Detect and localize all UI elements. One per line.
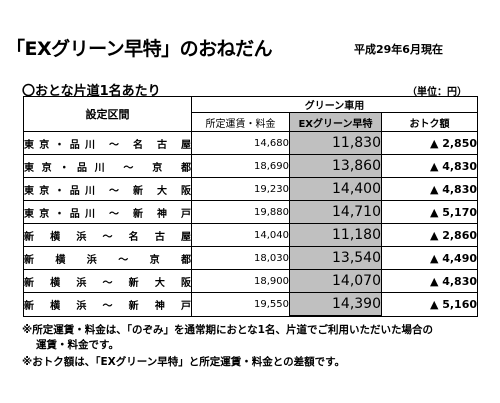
table-row: 新 横 浜 〜 新 神 戸 19,550 14,390 ▲ 5,160 [23, 292, 479, 317]
cell-section: 新 横 浜 〜 新 神 戸 [23, 292, 192, 317]
table-row: 東京・品川 〜 新 神 戸 19,880 14,710 ▲ 5,170 [23, 200, 479, 224]
page-title: 「EXグリーン早特」のおねだん [6, 38, 273, 60]
unit-label: （単位：円） [407, 87, 467, 98]
fare-table: 設定区間 グリーン車用 所定運賃・料金 EXグリーン早特 おトク額 東京・品川 … [23, 96, 479, 317]
header-section: 設定区間 [23, 96, 192, 132]
cell-savings: ▲ 4,830 [380, 154, 479, 178]
cell-savings: ▲ 5,170 [380, 200, 479, 224]
header-savings: おトク額 [380, 112, 479, 132]
note-savings-definition: ※おトク額は、「EXグリーン早特」と所定運賃・料金との差額です。 [22, 356, 346, 368]
cell-ex-green-fare: 14,710 [289, 200, 382, 224]
note-1-line-1: ※所定運賃・料金は、「のぞみ」を通常期におとな1名、片道でご利用いただいた場合の [22, 324, 433, 336]
cell-ex-green-fare: 11,830 [289, 131, 382, 155]
cell-regular-fare: 18,030 [191, 246, 290, 270]
cell-regular-fare: 14,680 [191, 131, 290, 155]
cell-ex-green-fare: 14,400 [289, 177, 382, 201]
header-regular-fare: 所定運賃・料金 [191, 112, 290, 132]
cell-savings: ▲ 2,850 [380, 131, 479, 155]
cell-savings: ▲ 2,860 [380, 223, 479, 247]
note-fare-definition: ※所定運賃・料金は、「のぞみ」を通常期におとな1名、片道でご利用いただいた場合の… [22, 323, 492, 353]
cell-ex-green-fare: 11,180 [289, 223, 382, 247]
cell-regular-fare: 18,690 [191, 154, 290, 178]
table-row: 東京・品川 〜 京 都 18,690 13,860 ▲ 4,830 [23, 154, 479, 178]
cell-section: 新 横 浜 〜 新 大 阪 [23, 269, 192, 293]
cell-section: 新 横 浜 〜 京 都 [23, 246, 192, 270]
table-row: 東京・品川 〜 名 古 屋 14,680 11,830 ▲ 2,850 [23, 131, 479, 155]
table-row: 新 横 浜 〜 京 都 18,030 13,540 ▲ 4,490 [23, 246, 479, 270]
effective-date: 平成29年6月現在 [354, 43, 443, 56]
cell-savings: ▲ 4,830 [380, 269, 479, 293]
table-row: 東京・品川 〜 新 大 阪 19,230 14,400 ▲ 4,830 [23, 177, 479, 201]
cell-section: 東京・品川 〜 新 神 戸 [23, 200, 192, 224]
cell-ex-green-fare: 13,860 [289, 154, 382, 178]
cell-ex-green-fare: 14,070 [289, 269, 382, 293]
cell-regular-fare: 19,550 [191, 292, 290, 317]
cell-regular-fare: 14,040 [191, 223, 290, 247]
note-1-line-2: 運賃・料金です。 [36, 339, 119, 351]
cell-savings: ▲ 5,160 [380, 292, 479, 317]
cell-savings: ▲ 4,490 [380, 246, 479, 270]
fare-rows: 東京・品川 〜 名 古 屋 14,680 11,830 ▲ 2,850 東京・品川 〜 … [23, 131, 479, 317]
cell-regular-fare: 19,880 [191, 200, 290, 224]
cell-section: 新 横 浜 〜 名 古 屋 [23, 223, 192, 247]
table-row: 新 横 浜 〜 名 古 屋 14,040 11,180 ▲ 2,860 [23, 223, 479, 247]
table-header-row-1: 設定区間 グリーン車用 [23, 96, 479, 132]
cell-section: 東京・品川 〜 京 都 [23, 154, 192, 178]
cell-regular-fare: 18,900 [191, 269, 290, 293]
cell-section: 東京・品川 〜 新 大 阪 [23, 177, 192, 201]
cell-savings: ▲ 4,830 [380, 177, 479, 201]
cell-ex-green-fare: 14,390 [289, 292, 382, 317]
cell-regular-fare: 19,230 [191, 177, 290, 201]
header-ex-green: EXグリーン早特 [289, 112, 382, 132]
cell-ex-green-fare: 13,540 [289, 246, 382, 270]
table-subtitle: 〇おとな片道1名あたり [22, 84, 161, 99]
header-green-group: グリーン車用 [190, 96, 479, 113]
table-row: 新 横 浜 〜 新 大 阪 18,900 14,070 ▲ 4,830 [23, 269, 479, 293]
cell-section: 東京・品川 〜 名 古 屋 [23, 131, 192, 155]
